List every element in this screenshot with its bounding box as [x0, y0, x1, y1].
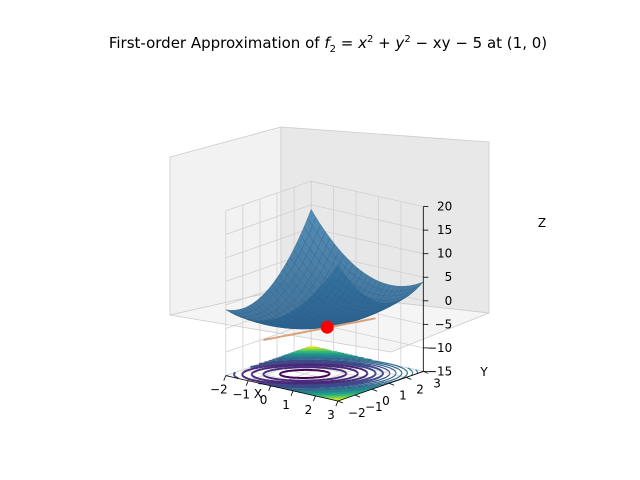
- x-tick-mark: [313, 395, 316, 402]
- tangent-plane: [263, 317, 376, 341]
- chart-title-tail: − xy − 5 at (1, 0): [411, 34, 547, 52]
- approximation-point: [320, 320, 334, 334]
- contour-plot: [225, 345, 423, 402]
- z-tick-label: 5: [445, 270, 453, 284]
- contour-line: [275, 356, 408, 392]
- x-axis-label: X: [254, 387, 262, 401]
- grid-line: [311, 204, 424, 231]
- grid-line: [225, 227, 312, 259]
- chart-title-eq: = x: [336, 34, 367, 52]
- chart-title: First-order Approximation of f2 = x2 + y…: [109, 34, 547, 55]
- tangent-plane-line: [263, 317, 376, 341]
- y-tick-label: 3: [433, 376, 441, 390]
- y-tick-label: −2: [348, 406, 366, 420]
- z-axis-label: Z: [538, 216, 546, 230]
- contour-line: [272, 357, 403, 391]
- surface-patch: [307, 209, 317, 227]
- chart-title-subscript: 2: [330, 44, 336, 55]
- chart-title-plus: + y: [373, 34, 405, 52]
- x-tick-label: 2: [305, 403, 313, 417]
- contour-line: [286, 353, 370, 395]
- grid-line: [311, 180, 424, 207]
- z-tick-label: −10: [427, 341, 452, 355]
- contour-line: [262, 366, 348, 382]
- x-axis-line: [225, 375, 338, 402]
- contour-line: [268, 358, 397, 390]
- y-axis-line: [337, 371, 424, 402]
- contour-line: [241, 362, 369, 386]
- contour-line: [281, 355, 419, 393]
- x-tick-mark: [223, 375, 227, 381]
- x-tick-mark: [290, 390, 294, 397]
- z-tick-label: 10: [437, 247, 452, 261]
- grid-line: [311, 227, 424, 255]
- z-tick-label: 0: [445, 294, 453, 308]
- x-tick-label: −2: [210, 383, 228, 397]
- y-axis-label: Y: [479, 365, 488, 379]
- x-tick-label: 1: [282, 398, 290, 412]
- x-tick-label: −1: [232, 388, 250, 402]
- y-tick-mark: [371, 388, 378, 392]
- point-marker: [320, 320, 334, 334]
- x-tick-label: 3: [327, 408, 335, 422]
- contour-line: [284, 354, 423, 394]
- contour-line: [290, 352, 363, 396]
- contour-line: [264, 359, 391, 389]
- z-tick-label: 15: [437, 223, 452, 237]
- chart-title-f: f: [324, 34, 332, 52]
- y-tick-mark: [406, 376, 412, 380]
- y-tick-label: −1: [365, 400, 383, 414]
- x-tick-mark: [245, 380, 249, 386]
- x-tick-mark: [335, 400, 339, 407]
- x-tick-label: 0: [260, 393, 268, 407]
- grid-line: [225, 204, 312, 235]
- chart-title-prefix: First-order Approximation of: [109, 34, 324, 52]
- grid-line: [225, 180, 312, 212]
- contour-line: [250, 364, 359, 384]
- contour-line: [278, 355, 414, 392]
- y-tick-mark: [337, 400, 344, 404]
- y-tick-label: 2: [416, 382, 424, 396]
- contour-line: [233, 361, 377, 387]
- y-tick-mark: [388, 382, 395, 386]
- z-tick-label: 20: [437, 200, 452, 214]
- contour-line: [278, 368, 331, 379]
- y-tick-label: 1: [399, 388, 407, 402]
- y-tick-mark: [354, 394, 361, 398]
- z-tick-label: −5: [435, 317, 453, 331]
- contour-line: [288, 352, 367, 395]
- chart-title-sup1: 2: [367, 34, 373, 45]
- z-tick-label: −15: [427, 364, 452, 378]
- x-tick-mark: [268, 385, 272, 391]
- y-tick-label: 0: [382, 394, 390, 408]
- chart-title-sup2: 2: [404, 34, 410, 45]
